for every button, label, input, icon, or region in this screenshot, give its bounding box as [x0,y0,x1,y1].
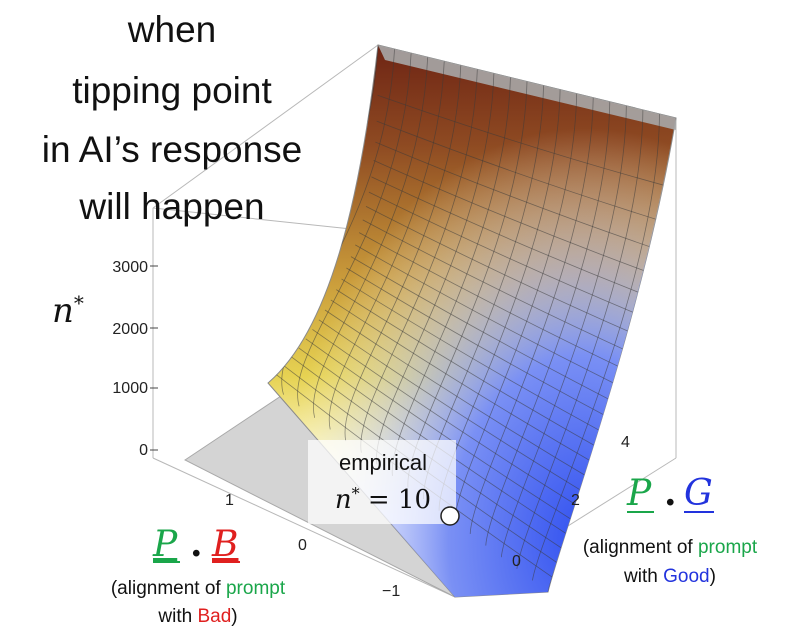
mesh-line [312,329,596,518]
mesh-line [516,109,644,569]
mesh-line [375,141,672,255]
mesh-line [313,57,429,418]
mesh-line [360,69,478,453]
mesh-line [324,309,610,490]
z-tick-label: 0 [139,442,148,459]
mesh-line [376,120,674,226]
empirical-point [440,506,460,526]
y-axis: 0 2 4 [512,434,630,570]
annotation-line2: n* = 10 [335,484,431,516]
title-line: tipping point [72,70,272,111]
mesh-line [330,299,616,476]
mesh-line [362,219,655,364]
y-label-g: G [684,473,713,514]
x-axis: 1 0 −1 [225,492,400,600]
mesh-line [532,113,660,581]
x-label-dot: . [190,523,203,565]
x-caption-with: with [157,606,197,627]
y-axis-label: P . G [626,472,714,514]
mesh-line [355,244,645,399]
x-caption-prompt: prompt [226,578,286,599]
chart-title: when tipping point in AI’s response will… [42,9,303,227]
y-axis-caption: (alignment of prompt with Good) [583,537,758,587]
y-tick-label: 2 [571,492,580,509]
title-line: when [127,9,216,50]
mesh-line [350,256,640,416]
mesh-line [365,206,659,345]
mesh-line [328,61,445,430]
x-axis-caption: (alignment of prompt with Bad) [111,578,286,627]
mesh-line [469,97,594,534]
mesh-line [305,338,589,531]
mesh-line [346,267,634,432]
mesh-line [485,101,611,546]
x-caption-close: ) [231,606,237,627]
x-tick-label: 0 [298,537,307,554]
y-tick-label: 0 [512,553,521,570]
x-tick-label: 1 [225,492,234,509]
x-tick-label: −1 [382,583,400,600]
y-caption-close: ) [710,566,716,587]
x-axis-label: P . B [152,523,240,565]
z-tick-label: 2000 [112,321,148,338]
svg-text:with Good): with Good) [623,566,716,587]
svg-text:(alignment of prompt: (alignment of prompt [111,578,286,599]
title-line: will happen [78,186,264,227]
mesh-line [336,289,623,462]
y-caption-good: Good [663,566,709,587]
y-label-dot: . [664,472,677,514]
mesh-line [368,191,663,325]
annotation-line1: empirical [339,450,427,475]
mesh-line [358,232,650,382]
annotation-box [308,440,456,524]
mesh-line [454,93,578,523]
x-caption-bad: Bad [197,606,231,627]
z-axis: 3000 2000 1000 0 [112,259,158,459]
y-caption-prefix: (alignment of [583,537,698,558]
mesh-line [377,94,676,189]
mesh-line [376,73,495,465]
x-label-b: B [211,524,238,565]
z-tick-label: 1000 [112,380,148,397]
title-line: in AI’s response [42,129,303,170]
y-label-p: P [626,473,652,514]
mesh-line [371,176,666,304]
z-axis-label: n* [52,291,84,331]
x-label-p: P [152,524,178,565]
y-tick-label: 4 [621,434,630,451]
svg-text:(alignment of prompt: (alignment of prompt [583,537,758,558]
z-tick-label: 3000 [112,259,148,276]
y-caption-prompt: prompt [698,537,758,558]
x-caption-prefix: (alignment of [111,578,226,599]
mesh-line [297,53,412,407]
svg-text:with Bad): with Bad) [157,606,237,627]
mesh-line [373,159,669,281]
mesh-line [500,105,627,558]
mesh-line [318,319,603,504]
mesh-line [341,278,629,447]
y-caption-with: with [623,566,663,587]
